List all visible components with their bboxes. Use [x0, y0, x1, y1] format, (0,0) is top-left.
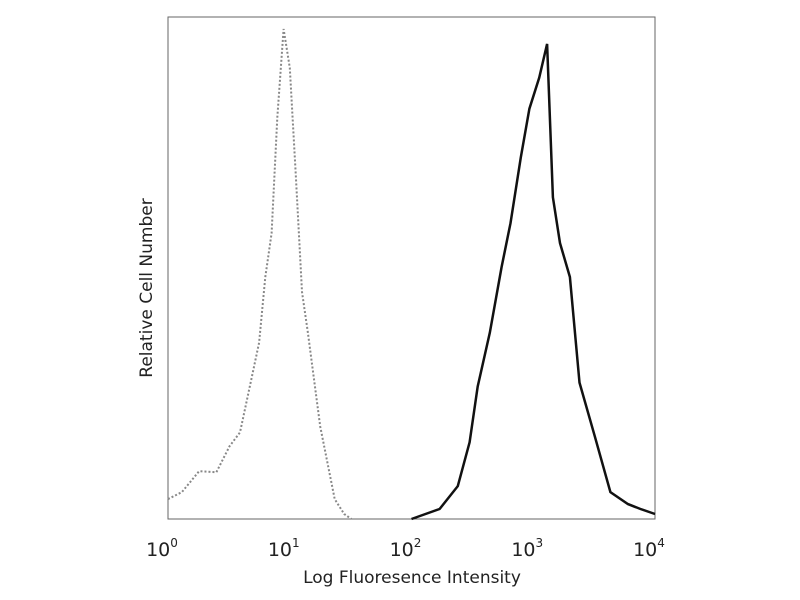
x-tick-label: 100 [146, 536, 178, 561]
y-axis-label: Relative Cell Number [137, 198, 157, 377]
stained-sample-series [411, 43, 656, 521]
x-tick-label: 104 [633, 536, 665, 561]
x-axis-label: Log Fluoresence Intensity [303, 568, 521, 588]
plot-frame [167, 16, 656, 520]
x-tick-label: 101 [268, 536, 300, 561]
x-tick-label: 102 [390, 536, 422, 561]
x-tick-label: 103 [511, 536, 543, 561]
control-series [167, 28, 352, 520]
